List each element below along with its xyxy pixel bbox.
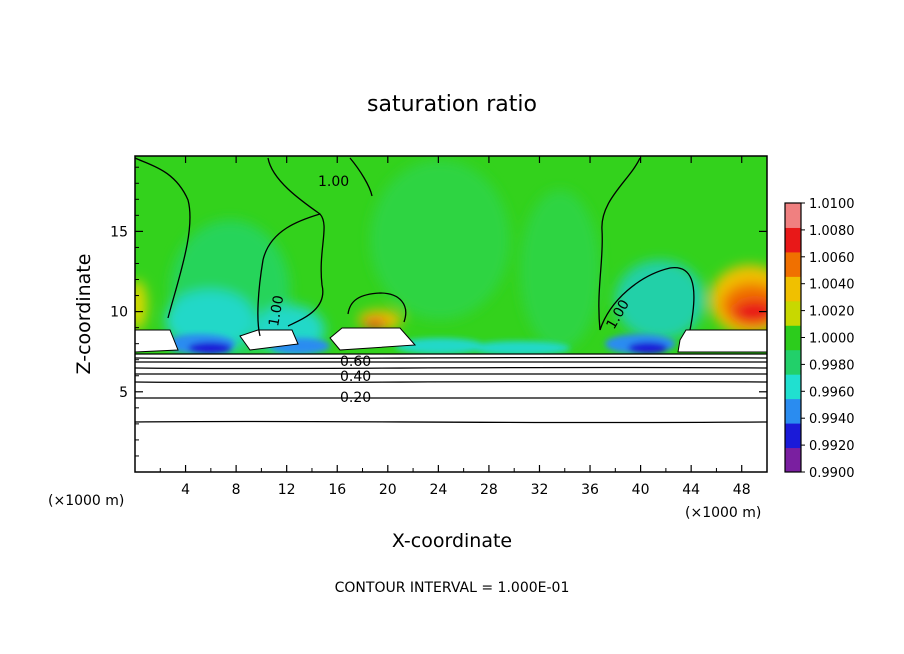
- x-tick-label: 12: [278, 482, 296, 498]
- x-tick-label: 36: [581, 482, 599, 498]
- x-tick-label: 4: [181, 482, 190, 498]
- colorbar-tick-label: 1.0060: [809, 251, 855, 266]
- contour-label: 1.00: [266, 294, 287, 327]
- x-axis-label: X-coordinate: [392, 530, 512, 552]
- colorbar-tick-label: 1.0100: [809, 197, 855, 212]
- colorbar-tick-label: 0.9940: [809, 412, 855, 427]
- colorbar-segment: [785, 447, 801, 473]
- colorbar-tick-label: 1.0020: [809, 305, 855, 320]
- colorbar-tick-label: 1.0040: [809, 278, 855, 293]
- colorbar-tick-label: 1.0000: [809, 332, 855, 347]
- x-tick-label: 16: [328, 482, 346, 498]
- plot-frame: [134, 155, 768, 473]
- x-tick-label: 28: [480, 482, 498, 498]
- colorbar-segment: [785, 374, 801, 400]
- contour-interval-note: CONTOUR INTERVAL = 1.000E-01: [335, 580, 570, 596]
- colorbar-tick-label: 0.9960: [809, 385, 855, 400]
- x-tick-label: 32: [531, 482, 549, 498]
- colorbar: 1.0100 1.0080 1.0060 1.0040 1.0020 1.0000 0.99…: [784, 197, 855, 481]
- y-tick-label: 5: [119, 385, 128, 401]
- x-tick-label: 40: [632, 482, 650, 498]
- colorbar-tick-label: 0.9900: [809, 466, 855, 481]
- colorbar-tick-label: 0.9980: [809, 358, 855, 373]
- y-tick-label: 15: [110, 224, 128, 240]
- colorbar-tick-label: 0.9920: [809, 439, 855, 454]
- colorbar-tick-label: 1.0080: [809, 224, 855, 239]
- x-tick-label: 20: [379, 482, 397, 498]
- y-tick-label: 10: [110, 305, 128, 321]
- colorbar-segment: [785, 423, 801, 449]
- x-tick-label: 44: [682, 482, 700, 498]
- colorbar-segment: [785, 276, 801, 302]
- colorbar-segment: [785, 300, 801, 326]
- colorbar-segment: [785, 325, 801, 351]
- x-tick-label: 48: [733, 482, 751, 498]
- x-tick-label: 24: [429, 482, 447, 498]
- contour-label: 0.20: [340, 390, 371, 406]
- colorbar-segment: [785, 203, 801, 228]
- contour-label: 0.40: [340, 369, 371, 385]
- y-unit-label: (×1000 m): [48, 493, 124, 509]
- colorbar-segment: [785, 398, 801, 424]
- colorbar-segment: [785, 349, 801, 375]
- contour-label: 0.60: [340, 354, 371, 370]
- contour-label: 1.00: [318, 174, 349, 190]
- y-axis: 5 10 15: [110, 166, 767, 457]
- saturation-field: [135, 156, 767, 472]
- x-unit-label: (×1000 m): [685, 505, 761, 521]
- x-tick-label: 8: [232, 482, 241, 498]
- y-axis-label: Z-coordinate: [73, 254, 95, 375]
- chart-title: saturation ratio: [367, 92, 537, 117]
- colorbar-segment: [785, 251, 801, 277]
- colorbar-segment: [785, 227, 801, 253]
- x-axis: 4 8 12 16 20 24 28 32 36 40 44 48: [159, 156, 751, 498]
